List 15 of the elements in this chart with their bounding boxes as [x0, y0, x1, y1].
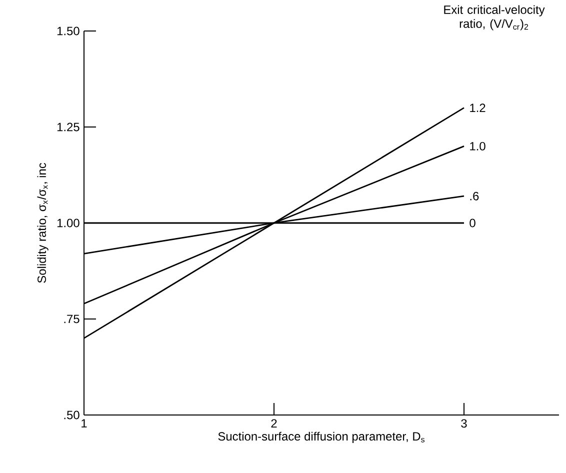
y-tick-label: .75 [64, 314, 80, 324]
x-axis-title: Suction-surface diffusion parameter, D$_{s}$ [218, 432, 425, 443]
x-tick-label: 1 [82, 419, 87, 428]
series-label: 1.2 [470, 104, 486, 112]
x-tick-label: 2 [271, 419, 277, 428]
x-tick-label: 3 [461, 419, 467, 428]
y-axis-title: Solidity ratio, σ$_{x}$/σ$_{x}$, inc [37, 162, 48, 283]
series-label: 0 [470, 218, 476, 228]
series-label: .6 [470, 192, 479, 200]
y-tick-label: 1.00 [57, 218, 80, 228]
series-label: 1.0 [470, 142, 486, 150]
y-tick-label: .50 [64, 410, 80, 420]
y-tick-label: 1.25 [57, 122, 80, 132]
y-tick-label: 1.50 [57, 26, 80, 36]
legend-title: Exit critical-velocity ratio, (V/V$_{cr}$)$_{2}$ [444, 5, 545, 30]
